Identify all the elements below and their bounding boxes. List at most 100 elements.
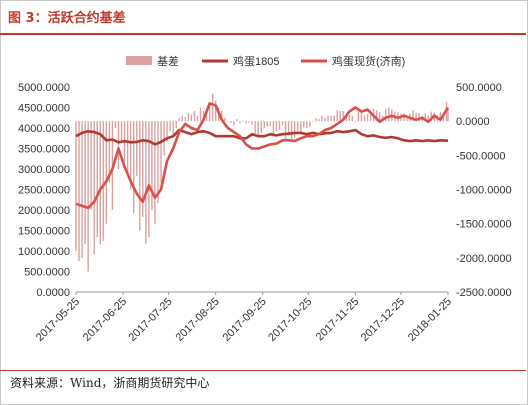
basis-bar [354, 121, 357, 122]
basis-bar [303, 121, 305, 128]
basis-bar [221, 110, 223, 122]
basis-bar [145, 121, 147, 245]
y-left-tick-label: 1500.0000 [18, 226, 70, 238]
basis-bar [439, 112, 442, 122]
basis-bar [190, 114, 193, 122]
basis-bar [418, 112, 420, 122]
x-tick-label: 2018-01-25 [406, 296, 454, 344]
basis-bar [84, 121, 86, 245]
basis-bar [327, 115, 329, 122]
basis-bar [284, 121, 287, 141]
basis-bar [330, 115, 332, 122]
y-right-tick-label: 0.0000 [456, 116, 490, 128]
basis-bar [324, 117, 326, 122]
basis-bar [287, 121, 290, 135]
x-tick-label: 2017-09-25 [221, 296, 269, 344]
y-right-tick-label: -2500.0000 [456, 287, 512, 299]
source-divider [0, 370, 526, 371]
title-divider [0, 33, 526, 35]
basis-bar [369, 115, 372, 122]
basis-bar [129, 121, 132, 190]
basis-bar [415, 112, 417, 122]
basis-bar [239, 121, 241, 124]
basis-bar [306, 121, 308, 128]
basis-bar [412, 110, 414, 122]
basis-bar [424, 112, 426, 122]
basis-bar [248, 121, 250, 123]
basis-bar [272, 121, 275, 137]
basis-bar [366, 114, 369, 122]
legend-label: 基差 [157, 54, 179, 68]
basis-bar [142, 121, 144, 217]
basis-bar [166, 121, 168, 142]
basis-bar [102, 121, 105, 241]
basis-bar [151, 121, 153, 210]
basis-bar [114, 121, 117, 128]
basis-bar [442, 113, 445, 122]
basis-bar [300, 121, 302, 133]
basis-bar [211, 93, 214, 122]
x-tick-label: 2017-10-25 [266, 296, 314, 344]
legend-label: 鸡蛋现货(济南) [332, 54, 405, 68]
basis-bar [406, 118, 408, 122]
basis-bar [251, 121, 253, 125]
basis-bar [427, 115, 429, 122]
basis-bar [184, 117, 187, 122]
basis-bar [172, 121, 174, 135]
basis-bar [120, 121, 123, 142]
basis-bar [175, 121, 177, 128]
y-left-tick-label: 4000.0000 [18, 123, 70, 135]
basis-bar [321, 115, 323, 122]
series-line-egg1805 [75, 128, 449, 146]
basis-bar [385, 108, 387, 122]
basis-bar [193, 110, 196, 122]
basis-bar [87, 121, 89, 272]
basis-bar [351, 115, 354, 122]
basis-bar [345, 115, 347, 122]
basis-bar [403, 113, 405, 122]
basis-bar [169, 121, 171, 132]
basis-bar [163, 121, 165, 156]
basis-bar [254, 121, 256, 134]
basis-bar [139, 121, 141, 231]
basis-bar [260, 121, 262, 133]
basis-bar [227, 121, 229, 122]
x-tick-label: 2017-12-25 [359, 296, 407, 344]
y-right-tick-label: -2000.0000 [456, 253, 512, 265]
basis-bar [309, 121, 311, 127]
basis-bar [90, 121, 92, 210]
basis-bar [214, 100, 217, 122]
y-right-tick-label: -1000.0000 [456, 185, 512, 197]
y-left-tick-label: 4500.0000 [18, 103, 70, 115]
source-note: 资料来源：Wind，浙商期货研究中心 [10, 376, 210, 390]
basis-bar [160, 121, 162, 183]
basis-bar [360, 112, 363, 122]
basis-bar [205, 114, 208, 122]
y-left-tick-label: 0.0000 [36, 287, 70, 299]
basis-bar [245, 121, 247, 124]
basis-bar [348, 115, 351, 122]
x-tick-label: 2017-08-25 [174, 296, 222, 344]
y-right-tick-label: -500.0000 [456, 150, 506, 162]
basis-bar [99, 121, 101, 245]
basis-bar [378, 112, 381, 122]
basis-bar [296, 121, 299, 132]
basis-bar [388, 107, 390, 122]
basis-bar [315, 118, 317, 122]
y-right-tick-label: 500.0000 [456, 82, 502, 94]
basis-bar [117, 121, 120, 169]
basis-bar [242, 121, 244, 122]
basis-bar [230, 121, 232, 124]
basis-bar [266, 121, 269, 127]
basis-bar [430, 111, 432, 122]
basis-bar [178, 117, 180, 122]
basis-bar [363, 115, 366, 122]
basis-bar [132, 121, 135, 214]
basis-bar [336, 110, 338, 122]
y-left-tick-label: 500.0000 [24, 267, 70, 279]
basis-bar [181, 115, 183, 122]
x-tick-label: 2017-11-25 [314, 296, 362, 344]
basis-bar [257, 121, 259, 137]
basis-bar [342, 110, 344, 122]
